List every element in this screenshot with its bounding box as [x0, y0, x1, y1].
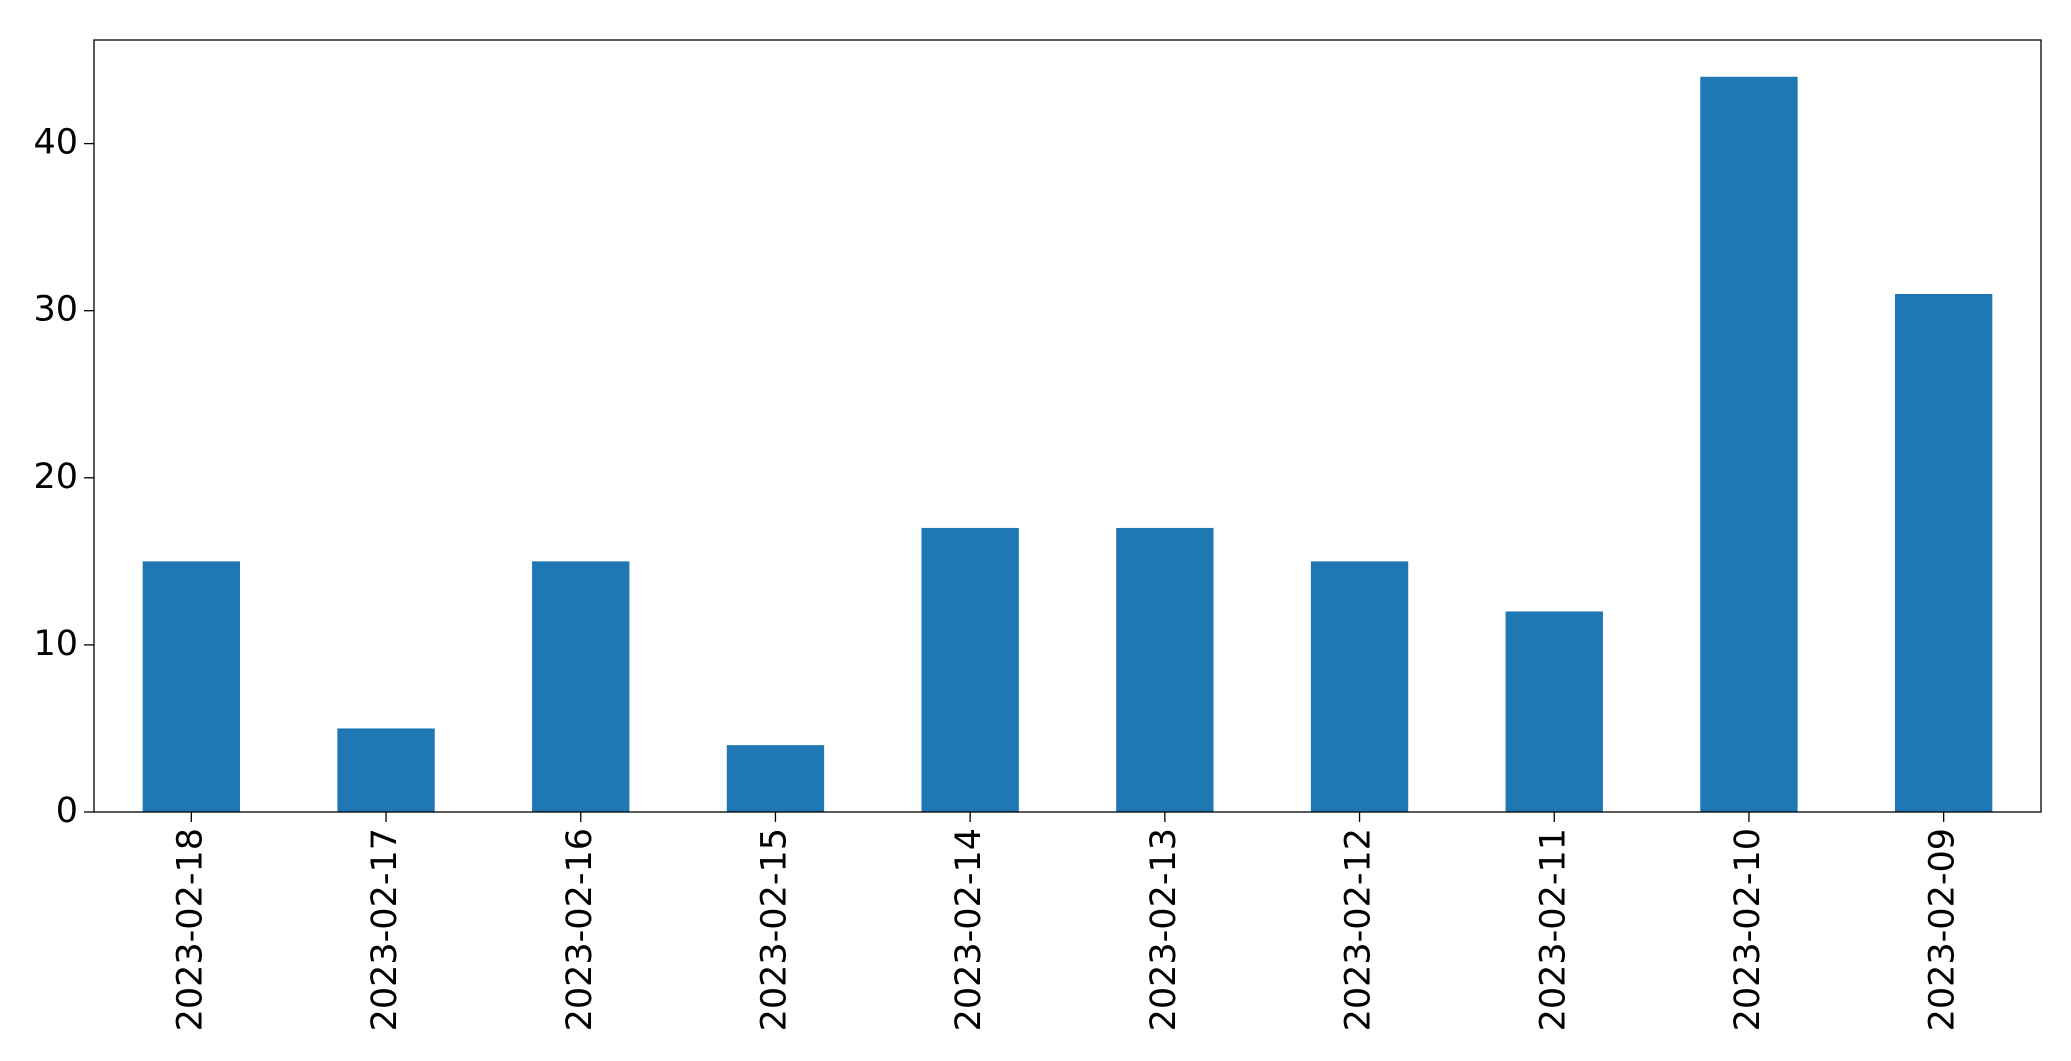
bar	[726, 745, 825, 812]
bar	[1894, 293, 1993, 812]
y-tick-label: 30	[33, 290, 78, 330]
bar	[1505, 611, 1603, 812]
y-tick-label: 0	[56, 791, 78, 831]
x-tick-label: 2023-02-16	[560, 828, 600, 1031]
x-tick-label: 2023-02-17	[365, 828, 405, 1031]
x-tick-label: 2023-02-12	[1339, 828, 1379, 1031]
x-tick-label: 2023-02-15	[754, 828, 794, 1031]
y-tick-label: 40	[33, 123, 78, 163]
x-tick-label: 2023-02-11	[1533, 828, 1573, 1031]
x-tick-label: 2023-02-18	[170, 828, 210, 1031]
bar	[532, 561, 630, 812]
x-tick-label: 2023-02-09	[1923, 828, 1963, 1031]
bar	[921, 527, 1019, 812]
axes-frame	[93, 39, 2042, 813]
bar	[142, 561, 241, 812]
bar	[1700, 76, 1798, 812]
bar	[1310, 561, 1409, 812]
bar	[337, 728, 435, 812]
bar	[1116, 527, 1214, 812]
y-tick-label: 10	[33, 624, 78, 664]
x-tick-label: 2023-02-14	[949, 828, 989, 1031]
y-tick-label: 20	[33, 457, 78, 497]
x-tick-label: 2023-02-10	[1728, 828, 1768, 1031]
x-tick-label: 2023-02-13	[1144, 828, 1184, 1031]
